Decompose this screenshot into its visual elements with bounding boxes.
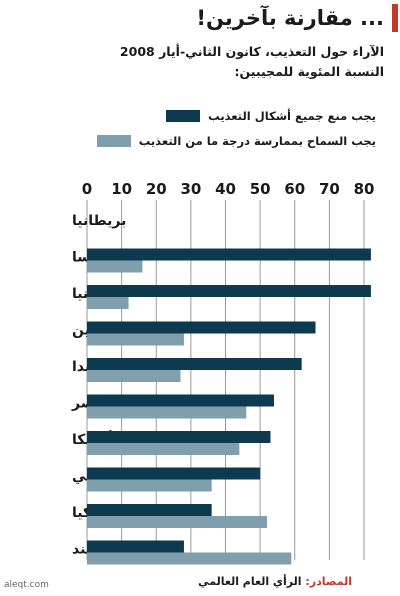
x-tick-label: 70 (319, 180, 340, 198)
bar-series2 (87, 443, 240, 455)
x-tick-label: 40 (215, 180, 236, 198)
bar-chart: 01020304050607080بريطانيافرنساإسبانياالص… (71, 180, 375, 565)
bar-series1 (87, 248, 371, 261)
x-tick-label: 50 (250, 180, 271, 198)
bar-series2 (87, 406, 247, 419)
category-label: بريطانيا (72, 213, 126, 229)
watermark: aleqt.com (4, 580, 49, 590)
bar-series1 (87, 540, 184, 553)
bar-series2 (87, 552, 292, 565)
chart-subtitle: الآراء حول التعذيب، كانون الثاني-أيار 20… (119, 44, 384, 59)
x-tick-label: 80 (354, 180, 375, 198)
x-tick-label: 0 (82, 180, 92, 198)
bar-series1 (87, 358, 302, 370)
legend-swatch-series2 (96, 135, 131, 147)
source-note: المصادر: الرأي العام العالمي (198, 575, 352, 588)
bar-series1 (87, 285, 371, 297)
source-text: الرأي العام العالمي (198, 575, 302, 588)
bar-series1 (87, 504, 212, 516)
legend-swatch-series1 (166, 110, 201, 122)
bar-series1 (87, 321, 316, 334)
bar-series1 (87, 431, 271, 443)
legend-label-series1: يجب منع جميع أشكال التعذيب (208, 109, 376, 123)
x-tick-label: 20 (146, 180, 167, 198)
x-tick-label: 60 (284, 180, 305, 198)
chart-title: ... مقارنة بآخرين! (196, 6, 384, 30)
bar-series2 (87, 516, 268, 528)
bar-series2 (87, 333, 184, 346)
legend-item-series1: يجب منع جميع أشكال التعذيب (166, 109, 376, 123)
bar-series2 (87, 297, 129, 309)
x-tick-label: 30 (180, 180, 201, 198)
bar-series1 (87, 467, 261, 480)
bar-series2 (87, 370, 181, 382)
x-tick-label: 10 (111, 180, 132, 198)
legend-item-series2: يجب السماح بممارسة درجة ما من التعذيب (96, 134, 376, 148)
bar-series1 (87, 394, 274, 407)
bar-series2 (87, 260, 143, 273)
legend-label-series2: يجب السماح بممارسة درجة ما من التعذيب (138, 134, 376, 148)
chart-subtitle-units: النسبة المئوية للمجيبين: (234, 64, 385, 79)
title-accent-bar (392, 4, 398, 32)
source-label: المصادر: (305, 575, 352, 588)
bar-series2 (87, 479, 212, 492)
